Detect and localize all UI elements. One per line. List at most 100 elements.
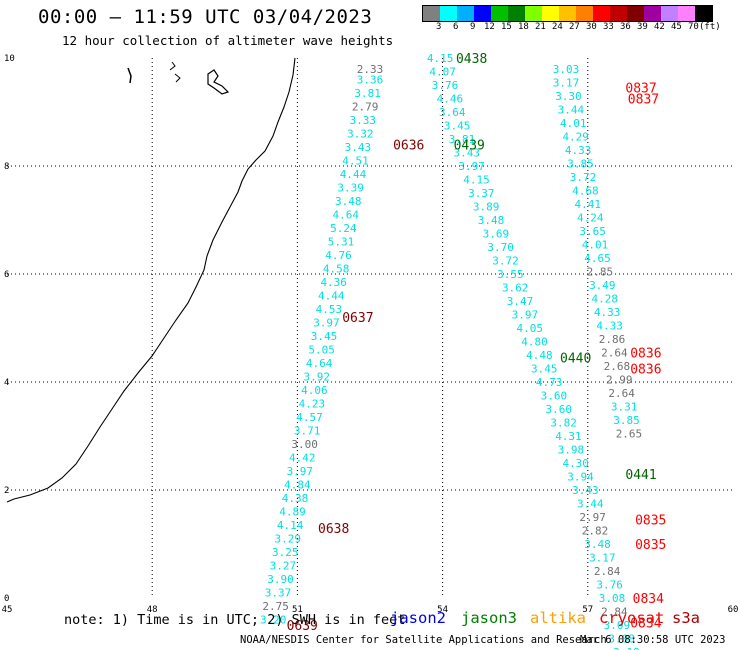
swh-value: 4.53 (316, 303, 343, 316)
swh-value: 2.79 (352, 101, 379, 114)
swh-value: 3.20 (260, 614, 287, 627)
generation-timestamp: Mar 6 08:30:58 UTC 2023 (580, 634, 726, 646)
color-swatch (610, 6, 627, 21)
swh-value: 2.33 (357, 63, 384, 76)
swh-value: 4.15 (463, 174, 490, 187)
swh-value: 3.97 (512, 309, 539, 322)
swh-value: 3.03 (553, 63, 580, 76)
x-tick-label: 45 (2, 605, 13, 615)
color-swatch (644, 6, 661, 21)
color-swatch (661, 6, 678, 21)
color-swatch (627, 6, 644, 21)
track-label: 0835 (635, 514, 666, 529)
island-1 (127, 67, 132, 84)
swh-value: 3.29 (274, 533, 301, 546)
swh-value: 3.72 (492, 255, 519, 268)
swh-value: 4.36 (320, 276, 347, 289)
swh-value: 3.97 (313, 317, 340, 330)
swh-value: 4.33 (594, 306, 621, 319)
swh-value: 3.00 (291, 438, 318, 451)
swh-value: 3.76 (596, 579, 623, 592)
swh-value: 3.27 (270, 560, 297, 573)
swh-value: 3.49 (589, 279, 616, 292)
swh-value: 3.45 (444, 120, 471, 133)
swh-value: 4.76 (325, 249, 352, 262)
swh-value: 3.76 (432, 79, 459, 92)
swh-value: 3.39 (337, 182, 364, 195)
swh-values: 2.333.363.812.793.333.323.434.514.443.39… (260, 52, 642, 650)
track-label: 0638 (318, 522, 349, 537)
y-tick-label: 10 (4, 54, 15, 64)
swh-value: 4.07 (429, 66, 456, 79)
swh-value: 2.97 (579, 511, 606, 524)
swh-value: 4.28 (591, 292, 618, 305)
swh-value: 3.37 (265, 587, 292, 600)
color-scale-label: 27 (569, 22, 580, 32)
swh-value: 3.30 (555, 90, 582, 103)
swh-value: 3.43 (454, 147, 481, 160)
color-swatch (559, 6, 576, 21)
swh-value: 4.51 (342, 155, 369, 168)
track-label: 0438 (456, 52, 487, 67)
color-scale-label: 33 (603, 22, 614, 32)
track-label: 0834 (633, 592, 664, 607)
swh-value: 4.42 (289, 452, 316, 465)
satellite-legend-item: cryosat (599, 609, 665, 627)
swh-value: 4.65 (584, 252, 611, 265)
swh-value: 3.08 (608, 633, 635, 646)
color-scale-label: 70 (688, 22, 699, 32)
swh-value: 4.01 (560, 117, 587, 130)
color-swatch (576, 6, 593, 21)
map-grid (7, 58, 733, 598)
swh-value: 3.47 (507, 295, 534, 308)
y-tick-label: 8 (4, 162, 9, 172)
swh-value: 4.89 (279, 506, 306, 519)
x-axis-labels: 45 48 51 54 57 60 (2, 605, 739, 615)
map-title: 00:00 – 11:59 UTC 03/04/2023 (38, 6, 373, 28)
swh-value: 4.84 (284, 479, 311, 492)
color-scale-label: 12 (484, 22, 495, 32)
track-label: 0835 (635, 538, 666, 553)
swh-value: 3.25 (272, 546, 299, 559)
swh-value: 3.48 (478, 214, 505, 227)
swh-value: 4.44 (318, 290, 345, 303)
island-3 (207, 69, 230, 95)
swh-value: 2.84 (594, 565, 621, 578)
swh-value: 3.60 (541, 390, 568, 403)
swh-value: 2.82 (582, 525, 609, 538)
swh-value: 2.84 (601, 606, 628, 619)
swh-value: 4.24 (577, 211, 604, 224)
x-tick-label: 48 (147, 605, 158, 615)
swh-value: 4.64 (333, 209, 360, 222)
swh-value: 3.85 (613, 414, 640, 427)
swh-value: 3.94 (567, 471, 594, 484)
color-swatch (508, 6, 525, 21)
swh-value: 4.57 (296, 411, 323, 424)
y-tick-label: 4 (4, 378, 9, 388)
swh-value: 3.97 (458, 160, 485, 173)
color-swatch (525, 6, 542, 21)
color-scale-label: 3 (436, 22, 442, 32)
color-scale-label: 21 (535, 22, 546, 32)
swh-value: 2.64 (608, 387, 635, 400)
island-2 (169, 61, 181, 83)
satellite-legend-item: jason3 (461, 609, 517, 627)
y-tick-label: 0 (4, 594, 9, 604)
swh-value: 5.24 (330, 222, 357, 235)
swh-value: 3.17 (553, 76, 580, 89)
swh-value: 3.92 (304, 371, 331, 384)
swh-value: 4.14 (277, 519, 304, 532)
swh-value: 3.72 (570, 171, 597, 184)
swh-value: 3.90 (267, 573, 294, 586)
swh-value: 3.33 (349, 114, 376, 127)
swh-value: 4.23 (299, 398, 326, 411)
swh-value: 4.15 (427, 52, 454, 65)
swh-value: 3.43 (345, 141, 372, 154)
swh-value: 4.80 (521, 336, 548, 349)
swh-value: 3.45 (531, 363, 558, 376)
swh-value: 2.64 (601, 346, 628, 359)
swh-value: 3.31 (611, 400, 638, 413)
color-scale-label: 15 (501, 22, 512, 32)
color-swatch (542, 6, 559, 21)
